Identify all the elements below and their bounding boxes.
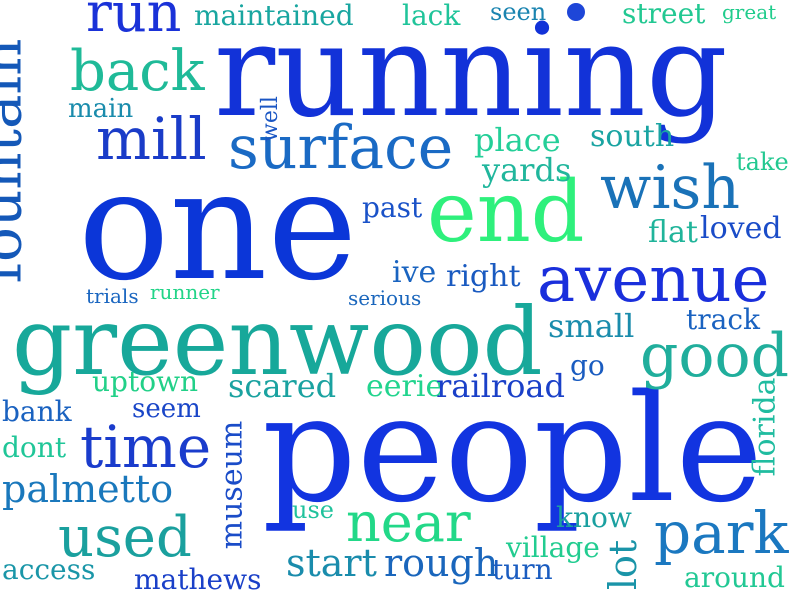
word-serious: serious: [348, 286, 422, 310]
word-right: right: [446, 259, 521, 294]
word-seen: seen: [490, 0, 547, 26]
word-wish: wish: [600, 153, 740, 223]
word-rough: rough: [384, 541, 499, 585]
word-flat: flat: [648, 215, 698, 250]
word-well: well: [257, 96, 283, 142]
word-main: main: [68, 94, 134, 124]
word-turn: turn: [492, 553, 553, 586]
word-greenwood: greenwood: [12, 288, 543, 397]
word-go: go: [570, 349, 605, 382]
word-trials: trials: [86, 284, 139, 308]
word-avenue: avenue: [537, 243, 770, 317]
word-around: around: [684, 561, 785, 594]
bullet-dot: [567, 3, 585, 21]
word-mill: mill: [96, 105, 207, 173]
word-loved: loved: [700, 211, 782, 246]
word-used: used: [58, 505, 192, 570]
word-street: street: [622, 0, 706, 30]
word-running: running: [214, 0, 728, 146]
word-maintained: maintained: [194, 0, 354, 32]
word-runner: runner: [150, 280, 220, 304]
word-take: take: [736, 148, 789, 176]
word-railroad: railroad: [436, 367, 565, 405]
word-dont: dont: [2, 431, 67, 464]
word-place: place: [474, 121, 561, 159]
word-time: time: [80, 413, 212, 481]
word-know: know: [556, 501, 632, 534]
word-scared: scared: [228, 367, 337, 405]
word-mathews: mathews: [134, 563, 262, 596]
word-village: village: [506, 531, 600, 564]
word-eerie: eerie: [366, 369, 444, 404]
word-surface: surface: [228, 113, 454, 183]
word-seem: seem: [132, 394, 201, 424]
word-good: good: [640, 321, 790, 391]
word-track: track: [686, 303, 760, 336]
word-end: end: [427, 163, 585, 261]
word-past: past: [362, 191, 423, 224]
word-uptown: uptown: [92, 365, 199, 398]
word-back: back: [70, 39, 205, 104]
word-lack: lack: [402, 0, 461, 32]
word-people: people: [262, 363, 764, 535]
word-near: near: [346, 491, 471, 554]
word-south: south: [590, 119, 675, 154]
word-museum: museum: [214, 420, 250, 550]
word-florida: florida: [747, 377, 783, 477]
word-lot: lot: [601, 539, 646, 591]
word-run: run: [86, 0, 182, 44]
word-park: park: [654, 499, 789, 567]
word-use: use: [292, 496, 334, 524]
word-bank: bank: [2, 395, 72, 428]
word-access: access: [2, 553, 96, 586]
word-one: one: [78, 137, 358, 314]
word-small: small: [548, 307, 635, 345]
word-yards: yards: [482, 151, 572, 189]
word-start: start: [286, 541, 377, 585]
word-ive: ive: [392, 255, 437, 290]
word-great: great: [722, 0, 777, 24]
word-fountain: fountain: [0, 38, 35, 284]
word-palmetto: palmetto: [2, 467, 174, 511]
